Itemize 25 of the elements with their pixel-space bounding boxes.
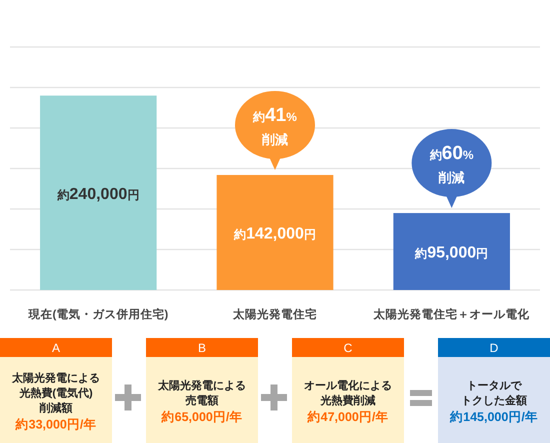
text: オール電化による <box>304 379 392 392</box>
text: トータルで <box>466 380 522 392</box>
x-tick-label: 現在(電気・ガス併用住宅) <box>27 307 168 321</box>
text: 光熱費(電気代) <box>18 386 93 400</box>
text: 太陽光発電による <box>157 379 246 392</box>
text: 削減額 <box>38 402 72 414</box>
text: 約145,000円/年 <box>449 410 538 424</box>
text: C <box>344 341 353 355</box>
text: B <box>198 341 206 355</box>
text: 約47,000円/年 <box>306 410 388 424</box>
text: トクした金額 <box>461 394 527 407</box>
text: 太陽光発電による <box>11 372 100 384</box>
text: 約33,000円/年 <box>14 418 96 432</box>
text: D <box>490 341 499 355</box>
text: A <box>52 341 60 355</box>
data-label: 約240,000円 <box>56 186 140 203</box>
data-label: 約142,000円 <box>233 225 316 242</box>
x-tick-label: 太陽光発電住宅＋オール電化 <box>372 307 531 321</box>
text: 約65,000円/年 <box>160 410 242 424</box>
text: 売電額 <box>186 394 218 407</box>
text: 光熱費削減 <box>320 394 376 407</box>
x-tick-label: 太陽光発電住宅 <box>232 307 317 321</box>
annotation: 約41% 削減 <box>252 104 298 147</box>
annotation: 約60% 削減 <box>428 143 474 186</box>
data-label: 約95,000円 <box>414 244 488 262</box>
